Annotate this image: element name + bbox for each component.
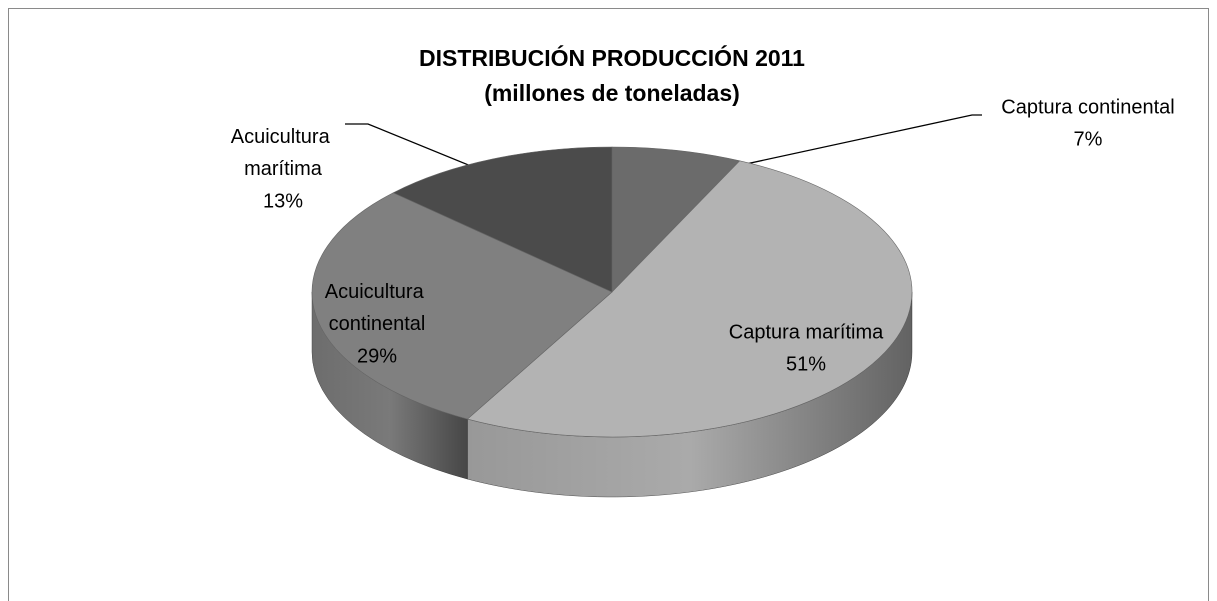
data-label-value: 13% bbox=[263, 190, 303, 212]
data-label-name: Acuicultura continental bbox=[325, 281, 430, 335]
data-label-value: 29% bbox=[357, 345, 397, 367]
data-label-value: 7% bbox=[1074, 128, 1103, 150]
leader-line bbox=[345, 123, 516, 185]
chart-title: DISTRIBUCIÓN PRODUCCIÓN 2011 bbox=[419, 44, 805, 71]
slice bbox=[392, 146, 613, 293]
slice bbox=[311, 192, 613, 420]
slice bbox=[611, 146, 741, 293]
leader-line bbox=[671, 114, 982, 181]
data-label-name: Captura marítima bbox=[729, 321, 884, 343]
chart-subtitle: (millones de toneladas) bbox=[484, 80, 740, 106]
data-label-name: Captura continental bbox=[1001, 96, 1174, 118]
side-shade bbox=[467, 292, 912, 498]
slice bbox=[466, 160, 913, 438]
data-label-name: Acuicultura marítima bbox=[231, 126, 336, 180]
data-label-value: 51% bbox=[786, 353, 826, 375]
side-shade bbox=[312, 292, 468, 480]
